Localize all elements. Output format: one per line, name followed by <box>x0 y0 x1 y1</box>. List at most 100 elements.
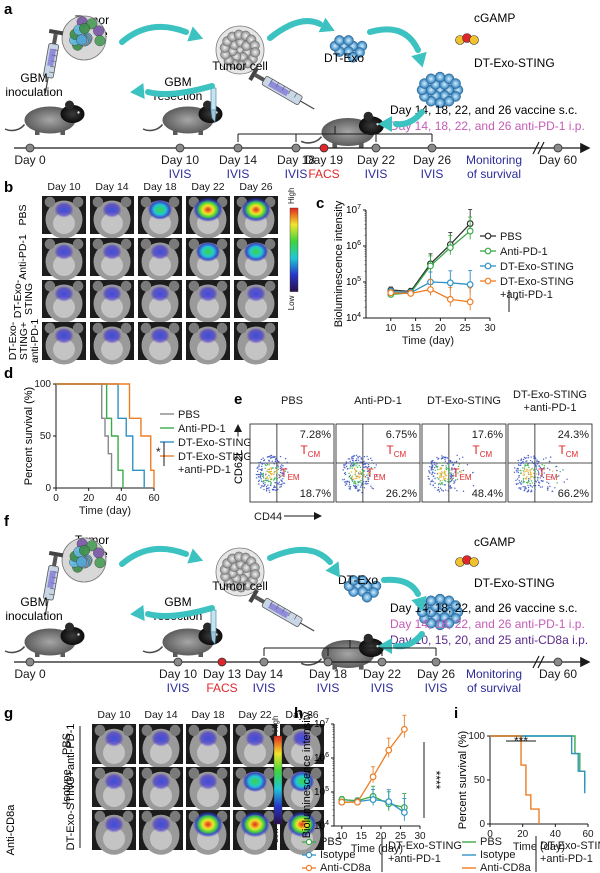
f-dt-exo-sting-label: DT-Exo-STING <box>474 576 555 590</box>
timeline-sub: IVIS <box>365 167 388 181</box>
mouse-snout <box>244 741 266 764</box>
flow-event <box>268 489 270 491</box>
flow-event <box>436 465 439 468</box>
mouse-leg <box>332 664 338 670</box>
flow-event <box>441 464 443 467</box>
scalpel-handle <box>210 87 217 111</box>
flow-event <box>359 489 361 491</box>
flow-event <box>448 461 450 464</box>
flow-event <box>527 454 529 457</box>
flow-event <box>351 456 354 458</box>
flow-event <box>355 483 357 485</box>
syringe-plunger <box>254 73 265 82</box>
timeline-sub: IVIS <box>169 167 192 181</box>
syringe-needle <box>44 599 49 616</box>
flow-event <box>522 470 525 472</box>
syringe-tick <box>287 89 292 95</box>
f-schedule-anti-cd8a: Day 10, 15, 20, and 25 anti-CD8a i.p. <box>390 633 588 647</box>
timeline-day: Day 0 <box>14 153 46 167</box>
ivis-image <box>138 322 182 365</box>
flow-event <box>273 463 275 465</box>
flow-event <box>351 463 353 465</box>
y-tick-label: 104 <box>346 312 361 324</box>
flow-event <box>362 483 365 485</box>
legend-group-label: DT-Exo-STING+anti-PD-1 <box>540 840 600 865</box>
syringe-tick <box>50 588 56 590</box>
flow-event <box>430 468 433 470</box>
tcm-label: TCM <box>386 443 406 459</box>
flow-event <box>466 464 469 466</box>
flow-event <box>366 474 368 476</box>
flow-event <box>529 459 532 462</box>
mouse-ear <box>236 280 248 292</box>
flow-event <box>534 484 537 487</box>
tissue-cell <box>94 35 106 47</box>
flow-event <box>276 468 278 471</box>
ivis-image <box>92 767 136 812</box>
flow-event <box>444 480 447 482</box>
ivis-day-label: Day 18 <box>191 709 224 721</box>
legend-label: DT-Exo-STING <box>500 261 574 273</box>
ivis-day-label: Day 10 <box>47 181 80 193</box>
ivis-image <box>280 810 324 855</box>
vaccine-syringe-icon <box>248 66 315 110</box>
bioluminescence-signal <box>240 811 270 838</box>
flow-event <box>453 480 455 482</box>
panel-f-letter: f <box>4 513 10 530</box>
flow-event <box>268 474 270 477</box>
flow-event <box>355 454 358 456</box>
flow-event <box>549 469 551 471</box>
timeline-dot <box>431 657 441 667</box>
bioluminescence-signal <box>198 773 218 790</box>
ivis-row-label: Isotype <box>61 769 73 804</box>
mouse-ear <box>188 767 200 780</box>
timeline-day: Day 0 <box>14 667 46 681</box>
x-tick-label: 30 <box>414 831 426 842</box>
f-gbm-inoculation-label: GBM inoculation <box>5 595 62 623</box>
mouse-ear <box>282 724 294 737</box>
tick-base: 10 <box>346 205 358 216</box>
legend-label: PBS <box>178 409 200 421</box>
syringe-tick <box>49 71 55 74</box>
flow-event <box>539 466 542 469</box>
x-tick-label: 20 <box>83 493 95 504</box>
flow-event <box>444 484 447 486</box>
legend-label: Anti-PD-1 <box>500 246 548 258</box>
flow-event <box>262 482 265 485</box>
flow-event <box>266 476 268 478</box>
timeline-dot <box>323 657 333 667</box>
tem-sub: EM <box>460 473 472 482</box>
timeline-dot <box>291 143 301 153</box>
x-tick-label: 10 <box>385 323 397 334</box>
flow-event <box>349 464 352 466</box>
flow-event <box>530 456 532 458</box>
mouse-ear <box>188 322 200 334</box>
flow-event <box>556 469 558 472</box>
flow-event <box>265 473 267 475</box>
flow-event <box>361 463 364 465</box>
cell-ball <box>215 25 265 75</box>
mouse-tail <box>300 136 323 144</box>
flow-event <box>351 476 353 479</box>
flow-event <box>361 482 364 484</box>
flow-event <box>269 476 271 478</box>
text-line: DT-Exo-STING <box>513 389 587 401</box>
flow-event <box>278 474 281 477</box>
tem-percent: 48.4% <box>472 488 503 500</box>
flow-event <box>349 467 351 469</box>
flow-event <box>443 470 446 472</box>
mouse-tail <box>142 646 164 654</box>
bioluminescence-signal <box>289 770 315 793</box>
flow-event <box>456 454 458 457</box>
flow-event <box>429 465 431 468</box>
flow-dots <box>342 454 378 494</box>
flow-event <box>534 465 537 467</box>
panel-g-ivis-images: g Day 10 Day 14 Day 18 Day 22 Day 26 High Low P… <box>4 705 324 855</box>
flow-event <box>525 477 528 479</box>
flow-event <box>280 483 283 485</box>
flow-event <box>258 468 260 470</box>
legend-swatch-dot <box>484 232 492 240</box>
survival-curve <box>490 735 586 794</box>
flow-event <box>537 471 540 473</box>
flow-event <box>279 471 282 474</box>
